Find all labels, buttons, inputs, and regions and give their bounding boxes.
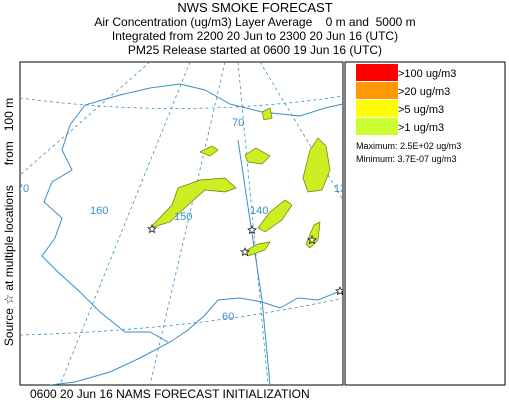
legend-swatch bbox=[356, 64, 398, 81]
border bbox=[237, 139, 271, 385]
grid-label: 170 bbox=[11, 183, 29, 195]
longitude-line bbox=[259, 62, 343, 201]
header-line: Air Concentration (ug/m3) Layer Average … bbox=[94, 15, 415, 29]
title: NWS SMOKE FORECAST bbox=[177, 0, 332, 15]
grid-label: 60 bbox=[222, 311, 234, 323]
coastline bbox=[69, 83, 343, 126]
source bbox=[240, 247, 250, 257]
smoke-area bbox=[257, 199, 293, 233]
longitude-line bbox=[59, 62, 191, 385]
legend-swatch bbox=[356, 82, 398, 99]
coastline bbox=[49, 289, 343, 385]
map: 70 170 160 150 140 130 60 bbox=[11, 61, 352, 386]
footer: 0600 20 Jun 16 NAMS FORECAST INITIALIZAT… bbox=[30, 387, 310, 401]
latitude-line bbox=[20, 95, 343, 109]
grid-label: 160 bbox=[90, 205, 108, 217]
smoke-area bbox=[302, 137, 331, 193]
legend-label: >100 ug/m3 bbox=[398, 68, 456, 80]
source bbox=[147, 224, 157, 234]
legend-label: >5 ug/m3 bbox=[398, 104, 444, 116]
grid-label: 130 bbox=[334, 183, 352, 195]
side-label: Source ☆ at multiple locations from 100 … bbox=[2, 98, 16, 346]
source bbox=[307, 235, 317, 245]
legend-rows: >100 ug/m3 >20 ug/m3 >5 ug/m3 >1 ug/m3 bbox=[356, 64, 456, 135]
maximum: Maximum: 2.5E+02 ug/m3 bbox=[356, 141, 461, 151]
smoke-area bbox=[305, 221, 321, 249]
coastline bbox=[41, 124, 169, 343]
minimum: Minimum: 3.7E-07 ug/m3 bbox=[356, 154, 457, 164]
legend-label: >1 ug/m3 bbox=[398, 122, 444, 134]
grid-label: 140 bbox=[250, 205, 268, 217]
header-line: Integrated from 2200 20 Jun to 2300 20 J… bbox=[112, 29, 398, 43]
legend-swatch bbox=[356, 100, 398, 117]
source-stars bbox=[147, 224, 343, 296]
smoke-area bbox=[199, 145, 219, 157]
legend-swatch bbox=[356, 118, 398, 135]
header-line: PM25 Release started at 0600 19 Jun 16 (… bbox=[128, 43, 382, 57]
legend-label: >20 ug/m3 bbox=[398, 86, 450, 98]
grid-label: 150 bbox=[174, 211, 192, 223]
smoke-area bbox=[244, 147, 271, 165]
source bbox=[335, 286, 343, 296]
longitude-line bbox=[237, 62, 269, 385]
smoke-area bbox=[261, 107, 273, 121]
grid-label: 70 bbox=[232, 117, 244, 129]
source bbox=[247, 225, 257, 235]
map-frame bbox=[19, 61, 344, 386]
smoke-area bbox=[148, 177, 237, 229]
longitude-line bbox=[20, 62, 151, 176]
longitude-line bbox=[149, 62, 226, 385]
legend: >100 ug/m3 >20 ug/m3 >5 ug/m3 >1 ug/m3 Maxi… bbox=[344, 61, 506, 386]
